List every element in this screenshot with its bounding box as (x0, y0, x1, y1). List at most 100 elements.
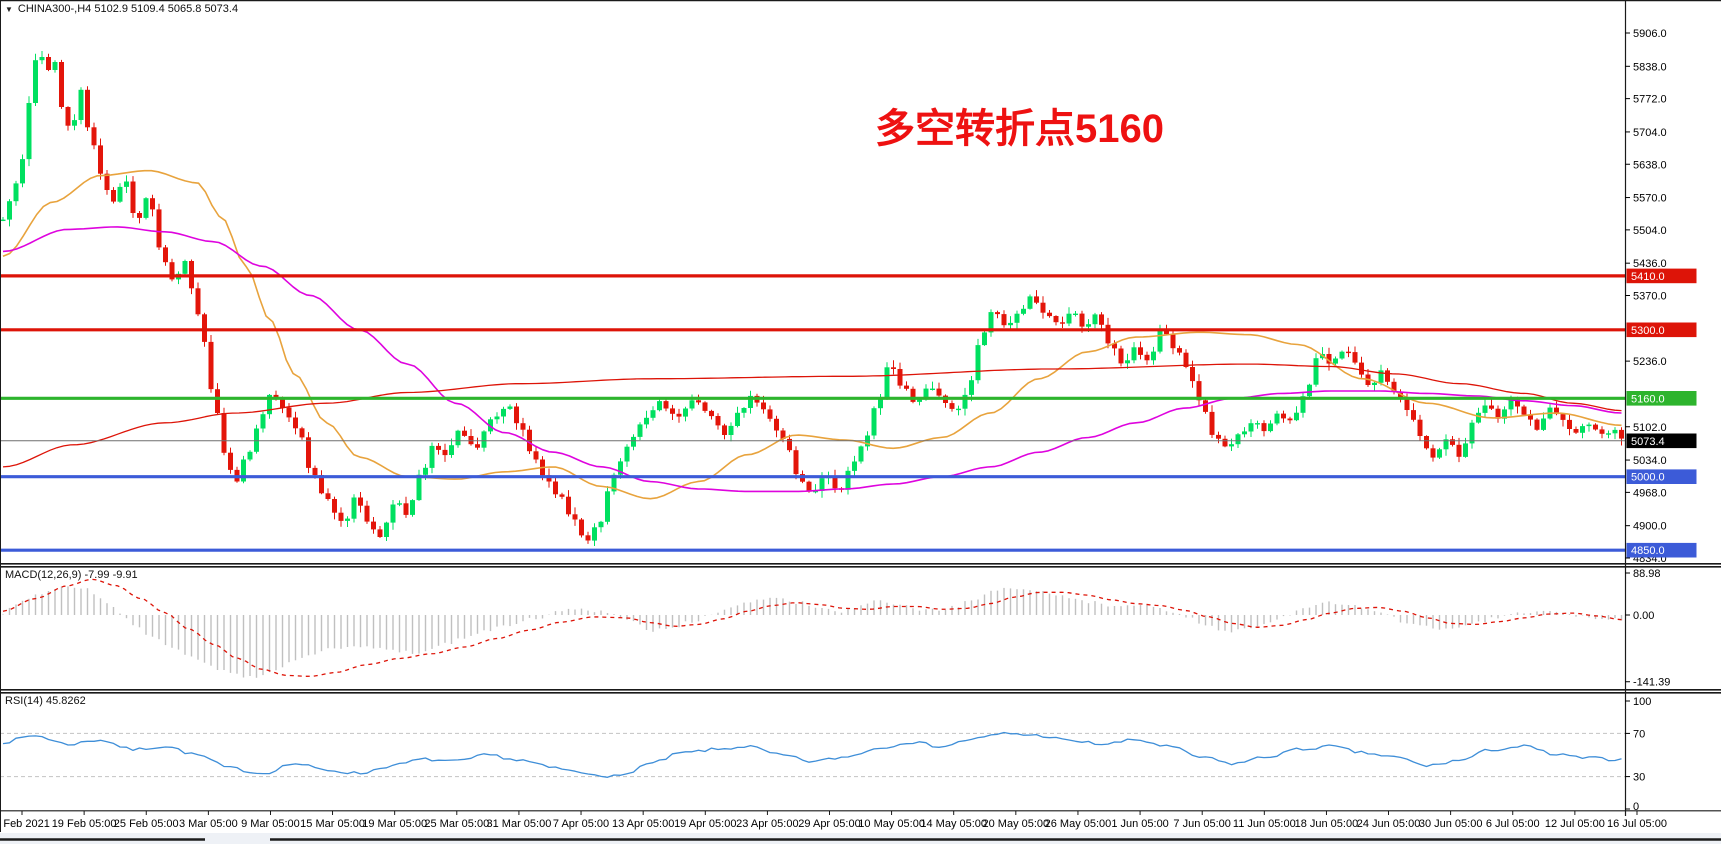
candle-up (13, 183, 19, 202)
candle-up (605, 491, 610, 522)
candle-down (1001, 314, 1007, 326)
level-price-badge[interactable] (1626, 322, 1697, 338)
candle-down (1105, 324, 1111, 344)
candle-down (462, 430, 467, 436)
candle-up (1229, 444, 1234, 447)
x-axis-date-label: 8 Feb 2021 (0, 818, 50, 830)
candle-up (845, 470, 851, 490)
candle-up (988, 312, 994, 333)
candle-up (143, 198, 149, 218)
candle-down (377, 529, 383, 537)
candle-down (585, 535, 591, 541)
candle-up (78, 89, 84, 120)
y-axis-tick-label: 5906.0 (1633, 28, 1667, 40)
candle-up (1612, 429, 1618, 434)
candle-down (475, 444, 480, 448)
candle-down (1112, 343, 1117, 349)
candle-down (202, 314, 207, 342)
candle-up (689, 400, 695, 409)
candle-up (884, 367, 890, 398)
candle-up (1021, 308, 1026, 314)
candle-down (722, 425, 727, 435)
candle-up (923, 388, 929, 400)
candle-up (1437, 449, 1442, 458)
annotation-text[interactable]: 多空转折点5160 (875, 107, 1164, 151)
candle-up (644, 417, 649, 425)
candle-down (806, 481, 812, 492)
x-axis-date-label: 6 Jul 05:00 (1486, 818, 1540, 830)
x-axis-date-label: 13 Apr 05:00 (612, 818, 674, 830)
candle-down (468, 436, 474, 445)
candle-up (247, 451, 253, 460)
candle-up (1274, 413, 1280, 424)
candle-up (611, 474, 617, 492)
x-axis-date-label: 20 May 05:00 (983, 818, 1050, 830)
candle-down (1528, 414, 1533, 420)
candle-down (306, 437, 311, 468)
candle-up (819, 478, 825, 491)
level-price-badge[interactable] (1626, 268, 1697, 284)
candle-down (1495, 408, 1501, 419)
candle-up (650, 410, 656, 418)
candle-up (1242, 431, 1247, 435)
x-axis-date-label: 3 Mar 05:00 (179, 818, 238, 830)
level-price-badge[interactable] (1626, 391, 1697, 406)
candle-up (26, 103, 32, 160)
x-axis-date-label: 7 Jun 05:00 (1173, 818, 1231, 830)
candle-up (429, 445, 435, 468)
candle-down (1281, 413, 1286, 419)
candle-down (787, 438, 792, 451)
candle-down (910, 388, 916, 402)
candle-down (319, 475, 324, 494)
candle-up (72, 120, 77, 126)
candle-up (1476, 412, 1481, 423)
candle-up (631, 436, 636, 447)
candle-up (345, 518, 350, 521)
y-axis-tick-label: 5370.0 (1633, 291, 1667, 303)
x-axis-date-label: 25 Feb 05:00 (114, 818, 179, 830)
candle-down (104, 173, 110, 190)
candle-down (579, 519, 584, 536)
candle-up (1027, 296, 1033, 309)
candle-up (260, 414, 266, 429)
candle-down (1456, 444, 1462, 457)
candle-down (774, 418, 779, 431)
current-price-badge[interactable] (1626, 433, 1697, 449)
candle-up (1248, 423, 1254, 432)
candle-up (878, 397, 883, 409)
candle-up (624, 446, 630, 462)
x-axis-date-label: 30 Jun 05:00 (1419, 818, 1483, 830)
level-price-badge-text: 5000.0 (1631, 472, 1665, 484)
candle-up (618, 461, 623, 475)
candle-down (1099, 314, 1104, 325)
candle-down (59, 62, 64, 107)
candle-down (325, 493, 331, 499)
candle-down (1411, 410, 1416, 420)
candle-up (1151, 351, 1156, 361)
candle-down (1430, 448, 1436, 458)
candle-down (1450, 439, 1455, 445)
candle-down (332, 499, 337, 513)
current-price-badge-text: 5073.4 (1631, 436, 1665, 448)
x-axis-date-label: 24 Jun 05:00 (1357, 818, 1421, 830)
y-axis-tick-label: 5436.0 (1633, 258, 1667, 270)
candle-up (241, 459, 246, 482)
level-price-badge[interactable] (1626, 542, 1697, 558)
candle-down (1352, 352, 1358, 363)
x-axis-date-label: 14 May 05:00 (920, 818, 987, 830)
x-axis-date-label: 23 Apr 05:00 (736, 818, 798, 830)
candle-down (1261, 423, 1267, 432)
level-price-badge[interactable] (1626, 469, 1697, 484)
candle-down (46, 57, 51, 70)
candle-up (1586, 424, 1592, 427)
candle-down (150, 198, 155, 210)
symbol-collapse-icon[interactable]: ▼ (5, 5, 13, 14)
y-axis-tick-label: 5638.0 (1633, 159, 1667, 171)
candle-up (1469, 422, 1475, 444)
candle-up (962, 394, 968, 409)
y-axis-tick-label: 4968.0 (1633, 487, 1667, 499)
candle-down (949, 403, 955, 409)
candle-down (1489, 405, 1494, 409)
candle-up (598, 521, 604, 528)
